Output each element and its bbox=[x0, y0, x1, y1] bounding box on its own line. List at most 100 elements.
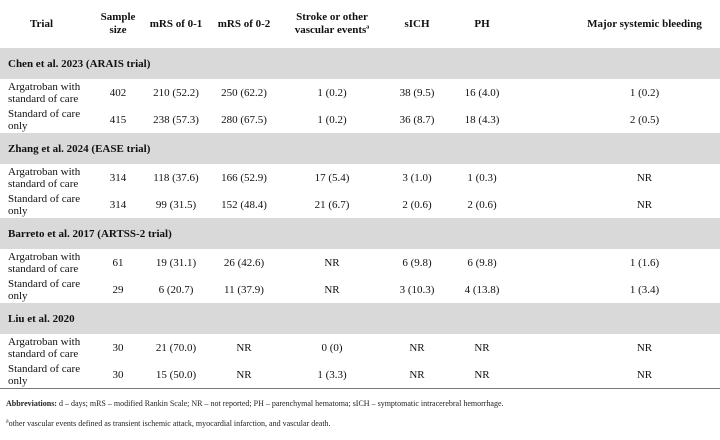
abbreviations-text: d – days; mRS – modified Rankin Scale; N… bbox=[56, 399, 504, 408]
table-cell: 29 bbox=[112, 283, 124, 296]
table-cell: 6 (20.7) bbox=[158, 283, 194, 296]
abbreviations-note: Abbreviations: d – days; mRS – modified … bbox=[6, 399, 720, 409]
row-label: Argatroban with standard of care bbox=[8, 335, 81, 360]
table-cell: 0 (0) bbox=[321, 341, 343, 354]
table-cell: 15 (50.0) bbox=[141, 361, 211, 389]
table-cell: 11 (37.9) bbox=[224, 283, 264, 296]
column-header-text: Sample size bbox=[100, 11, 136, 36]
table-row: Standard of care only 30 15 (50.0) NR 1 (3.3… bbox=[0, 361, 720, 389]
table-cell: 4 (13.8) bbox=[464, 283, 500, 296]
table-cell: 1 (0.3) bbox=[467, 171, 497, 184]
row-label: Argatroban with standard of care bbox=[8, 80, 81, 105]
footnote-text: other vascular events defined as transie… bbox=[8, 419, 331, 428]
row-label: Standard of care only bbox=[8, 192, 81, 217]
table-cell: 3 (1.0) bbox=[402, 171, 432, 184]
table-cell: 30 bbox=[95, 361, 141, 389]
column-header-text: Trial bbox=[30, 17, 54, 30]
section-title: Barreto et al. 2017 (ARTSS-2 trial) bbox=[0, 218, 720, 249]
table-row: Argatroban with standard of care 61 19 (31… bbox=[0, 249, 720, 276]
column-header: mRS of 0-2 bbox=[211, 0, 277, 48]
table-row: Argatroban with standard of care 30 21 (70… bbox=[0, 334, 720, 361]
table-cell: 30 bbox=[112, 341, 124, 354]
table-cell: NR bbox=[324, 256, 340, 269]
table-cell: 314 bbox=[109, 171, 127, 184]
table-cell: 152 (48.4) bbox=[221, 198, 267, 211]
table-cell: 280 (67.5) bbox=[221, 113, 267, 126]
row-label: Argatroban with standard of care bbox=[8, 165, 81, 190]
table-cell: 36 (8.7) bbox=[399, 113, 435, 126]
table-row: Standard of care only 415 238 (57.3) 280 (6… bbox=[0, 106, 720, 133]
column-header-text: mRS of 0-1 bbox=[149, 17, 203, 30]
table-cell: 2 (0.6) bbox=[467, 198, 497, 211]
table-cell: NR bbox=[636, 341, 653, 354]
table-cell: 1 (0.2) bbox=[629, 86, 660, 99]
section-row: Chen et al. 2023 (ARAIS trial) bbox=[0, 48, 720, 79]
section-row: Liu et al. 2020 bbox=[0, 303, 720, 334]
table-cell: 19 (31.1) bbox=[155, 256, 197, 269]
section-title: Zhang et al. 2024 (EASE trial) bbox=[0, 133, 720, 164]
table-cell: 1 (3.4) bbox=[629, 283, 660, 296]
table-row: Argatroban with standard of care 402 210 (… bbox=[0, 79, 720, 106]
table-cell: NR bbox=[517, 361, 720, 389]
table-cell: NR bbox=[324, 283, 340, 296]
row-label: Standard of care only bbox=[8, 277, 81, 302]
row-label: Standard of care only bbox=[8, 107, 81, 132]
table-cell: 21 (70.0) bbox=[155, 341, 197, 354]
table-cell: NR bbox=[409, 341, 425, 354]
table-cell: 21 (6.7) bbox=[314, 198, 350, 211]
table-cell: 61 bbox=[112, 256, 124, 269]
abbreviations-label: Abbreviations: bbox=[6, 399, 57, 408]
table-cell: 38 (9.5) bbox=[399, 86, 435, 99]
table-cell: 26 (42.6) bbox=[223, 256, 265, 269]
table-cell: 17 (5.4) bbox=[314, 171, 350, 184]
section-title: Chen et al. 2023 (ARAIS trial) bbox=[0, 48, 720, 79]
column-header-text: Stroke or other vascular events bbox=[294, 11, 368, 36]
table-cell: 238 (57.3) bbox=[153, 113, 199, 126]
column-header: Sample size bbox=[95, 0, 141, 48]
table-cell: 1 (0.2) bbox=[317, 113, 347, 126]
section-row: Barreto et al. 2017 (ARTSS-2 trial) bbox=[0, 218, 720, 249]
table-cell: NR bbox=[387, 361, 447, 389]
row-label: Standard of care only bbox=[0, 361, 95, 389]
footnote: aother vascular events defined as transi… bbox=[6, 418, 720, 429]
row-label: Argatroban with standard of care bbox=[8, 250, 81, 275]
table-cell: 402 bbox=[109, 86, 127, 99]
table-cell: NR bbox=[236, 341, 252, 354]
table-cell: 16 (4.0) bbox=[464, 86, 500, 99]
column-header: Stroke or other vascular eventsa bbox=[277, 0, 387, 48]
table-cell: 1 (3.3) bbox=[277, 361, 387, 389]
section-row: Zhang et al. 2024 (EASE trial) bbox=[0, 133, 720, 164]
column-header: sICH bbox=[387, 0, 447, 48]
column-header-text: PH bbox=[474, 17, 490, 30]
header-row: Trial Sample size mRS of 0-1 mRS of 0-2 Stro… bbox=[0, 0, 720, 48]
column-header: PH bbox=[447, 0, 517, 48]
table-cell: 314 bbox=[109, 198, 127, 211]
column-header: Major systemic bleeding bbox=[517, 0, 720, 48]
table-cell: NR bbox=[447, 361, 517, 389]
column-header: mRS of 0-1 bbox=[141, 0, 211, 48]
table-cell: 99 (31.5) bbox=[155, 198, 197, 211]
table-cell: 118 (37.6) bbox=[153, 171, 199, 184]
table-cell: 210 (52.2) bbox=[153, 86, 199, 99]
table-cell: 3 (10.3) bbox=[399, 283, 435, 296]
column-header-text: mRS of 0-2 bbox=[217, 17, 271, 30]
table-row: Argatroban with standard of care 314 118 (… bbox=[0, 164, 720, 191]
table-cell: 250 (62.2) bbox=[221, 86, 267, 99]
footnote-marker: a bbox=[366, 24, 370, 31]
table-cell: 166 (52.9) bbox=[221, 171, 267, 184]
section-title: Liu et al. 2020 bbox=[0, 303, 720, 334]
column-header-text: Major systemic bleeding bbox=[587, 17, 702, 30]
column-header: Trial bbox=[0, 0, 95, 48]
results-table: Trial Sample size mRS of 0-1 mRS of 0-2 Stro… bbox=[0, 0, 720, 389]
table-cell: NR bbox=[636, 171, 653, 184]
table-cell: 415 bbox=[109, 113, 127, 126]
table-row: Standard of care only 314 99 (31.5) 152 (48… bbox=[0, 191, 720, 218]
table-row: Standard of care only 29 6 (20.7) 11 (37.9)… bbox=[0, 276, 720, 303]
table-cell: NR bbox=[211, 361, 277, 389]
column-header-text: sICH bbox=[404, 17, 430, 30]
table-cell: 6 (9.8) bbox=[402, 256, 432, 269]
table-cell: NR bbox=[474, 341, 490, 354]
table-cell: 1 (1.6) bbox=[629, 256, 660, 269]
table-cell: 1 (0.2) bbox=[317, 86, 347, 99]
table-cell: 6 (9.8) bbox=[467, 256, 497, 269]
